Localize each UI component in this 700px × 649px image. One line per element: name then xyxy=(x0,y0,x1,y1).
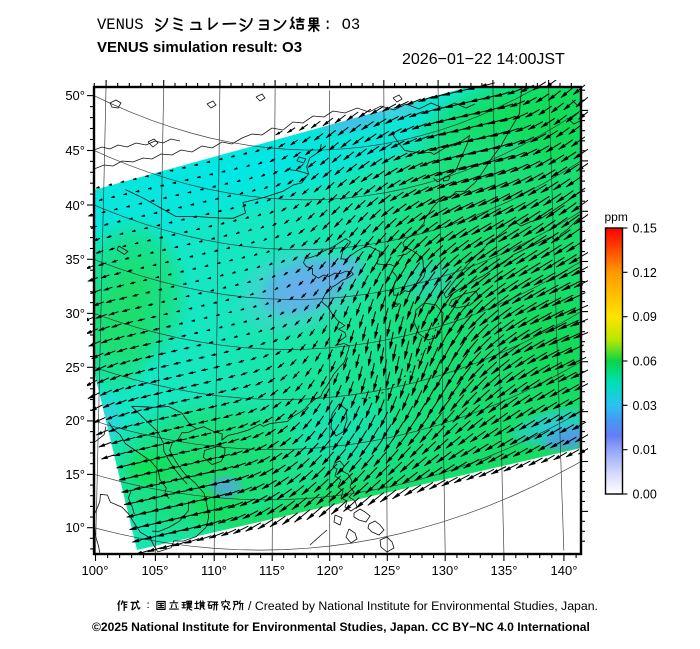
svg-text:0.12: 0.12 xyxy=(633,266,657,280)
svg-text:120°: 120° xyxy=(317,563,344,578)
svg-text:: O3: : O3 xyxy=(323,16,360,34)
svg-text:25°: 25° xyxy=(65,360,85,375)
svg-text:ppm: ppm xyxy=(605,210,628,224)
svg-text:105°: 105° xyxy=(142,563,169,578)
svg-text:0.03: 0.03 xyxy=(633,399,657,413)
svg-text:100°: 100° xyxy=(82,563,109,578)
svg-text:0.01: 0.01 xyxy=(633,443,657,457)
svg-text:20°: 20° xyxy=(65,413,85,428)
svg-text:10°: 10° xyxy=(65,520,85,535)
svg-text:45°: 45° xyxy=(65,143,85,158)
svg-text:15°: 15° xyxy=(65,467,85,482)
svg-text:30°: 30° xyxy=(65,306,85,321)
svg-text:VENUS simulation result: O3: VENUS simulation result: O3 xyxy=(97,39,302,56)
svg-text:35°: 35° xyxy=(65,252,85,267)
svg-text:110°: 110° xyxy=(201,563,227,578)
svg-text:©2025 National Institute for E: ©2025 National Institute for Environment… xyxy=(92,620,590,634)
svg-text:0.15: 0.15 xyxy=(633,222,657,236)
svg-text:135°: 135° xyxy=(491,563,518,578)
svg-text:/ Created by National Institut: / Created by National Institute for Envi… xyxy=(248,599,598,613)
svg-text:0.09: 0.09 xyxy=(633,310,657,324)
svg-text:0.00: 0.00 xyxy=(633,488,657,502)
svg-text:0.06: 0.06 xyxy=(633,355,657,369)
svg-text:115°: 115° xyxy=(259,563,285,578)
svg-text:125°: 125° xyxy=(374,563,401,578)
svg-text:40°: 40° xyxy=(65,198,85,213)
svg-text:2026−01−22 14:00JST: 2026−01−22 14:00JST xyxy=(402,51,565,68)
svg-text:VENUS: VENUS xyxy=(97,16,144,34)
svg-text:140°: 140° xyxy=(551,563,578,578)
svg-text:130°: 130° xyxy=(432,563,459,578)
svg-text:50°: 50° xyxy=(65,88,85,103)
